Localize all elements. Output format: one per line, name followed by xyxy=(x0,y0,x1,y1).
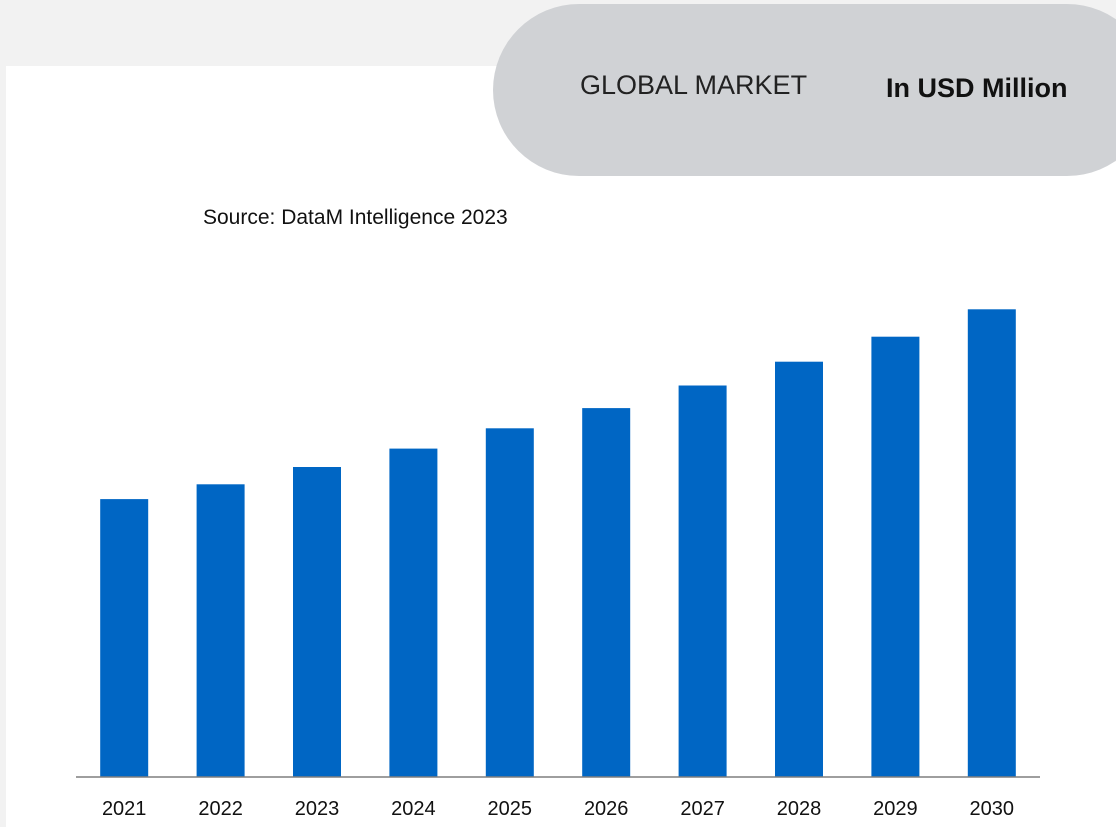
unit-label: In USD Million xyxy=(886,73,1068,103)
x-tick-label-2027: 2027 xyxy=(680,798,725,820)
chart-panel xyxy=(6,66,1116,827)
x-tick-label-2023: 2023 xyxy=(295,798,340,820)
header-banner xyxy=(493,4,1116,176)
x-tick-label-2025: 2025 xyxy=(488,798,533,820)
bar-2022 xyxy=(196,484,245,777)
x-tick-label-2029: 2029 xyxy=(873,798,918,820)
x-tick-label-2024: 2024 xyxy=(391,798,436,820)
bar-2028 xyxy=(775,361,823,777)
bar-2026 xyxy=(582,408,631,777)
bars-group xyxy=(100,309,1016,777)
bar-2029 xyxy=(871,336,920,777)
x-tick-labels: 2021 2022 2023 2024 2025 2026 2027 2028 2029 2030 xyxy=(102,798,1014,820)
x-tick-label-2030: 2030 xyxy=(970,798,1015,820)
x-tick-label-2028: 2028 xyxy=(777,798,822,820)
bar-2030 xyxy=(967,309,1016,777)
bar-2024 xyxy=(389,448,438,777)
bar-2025 xyxy=(485,428,534,777)
bar-2021 xyxy=(100,499,149,777)
bar-2027 xyxy=(678,385,727,777)
source-label: Source: DataM Intelligence 2023 xyxy=(203,206,508,229)
x-tick-label-2026: 2026 xyxy=(584,798,629,820)
bar-2023 xyxy=(293,467,341,777)
x-tick-label-2022: 2022 xyxy=(198,798,243,820)
x-tick-label-2021: 2021 xyxy=(102,798,147,820)
market-title: GLOBAL MARKET xyxy=(580,70,808,100)
